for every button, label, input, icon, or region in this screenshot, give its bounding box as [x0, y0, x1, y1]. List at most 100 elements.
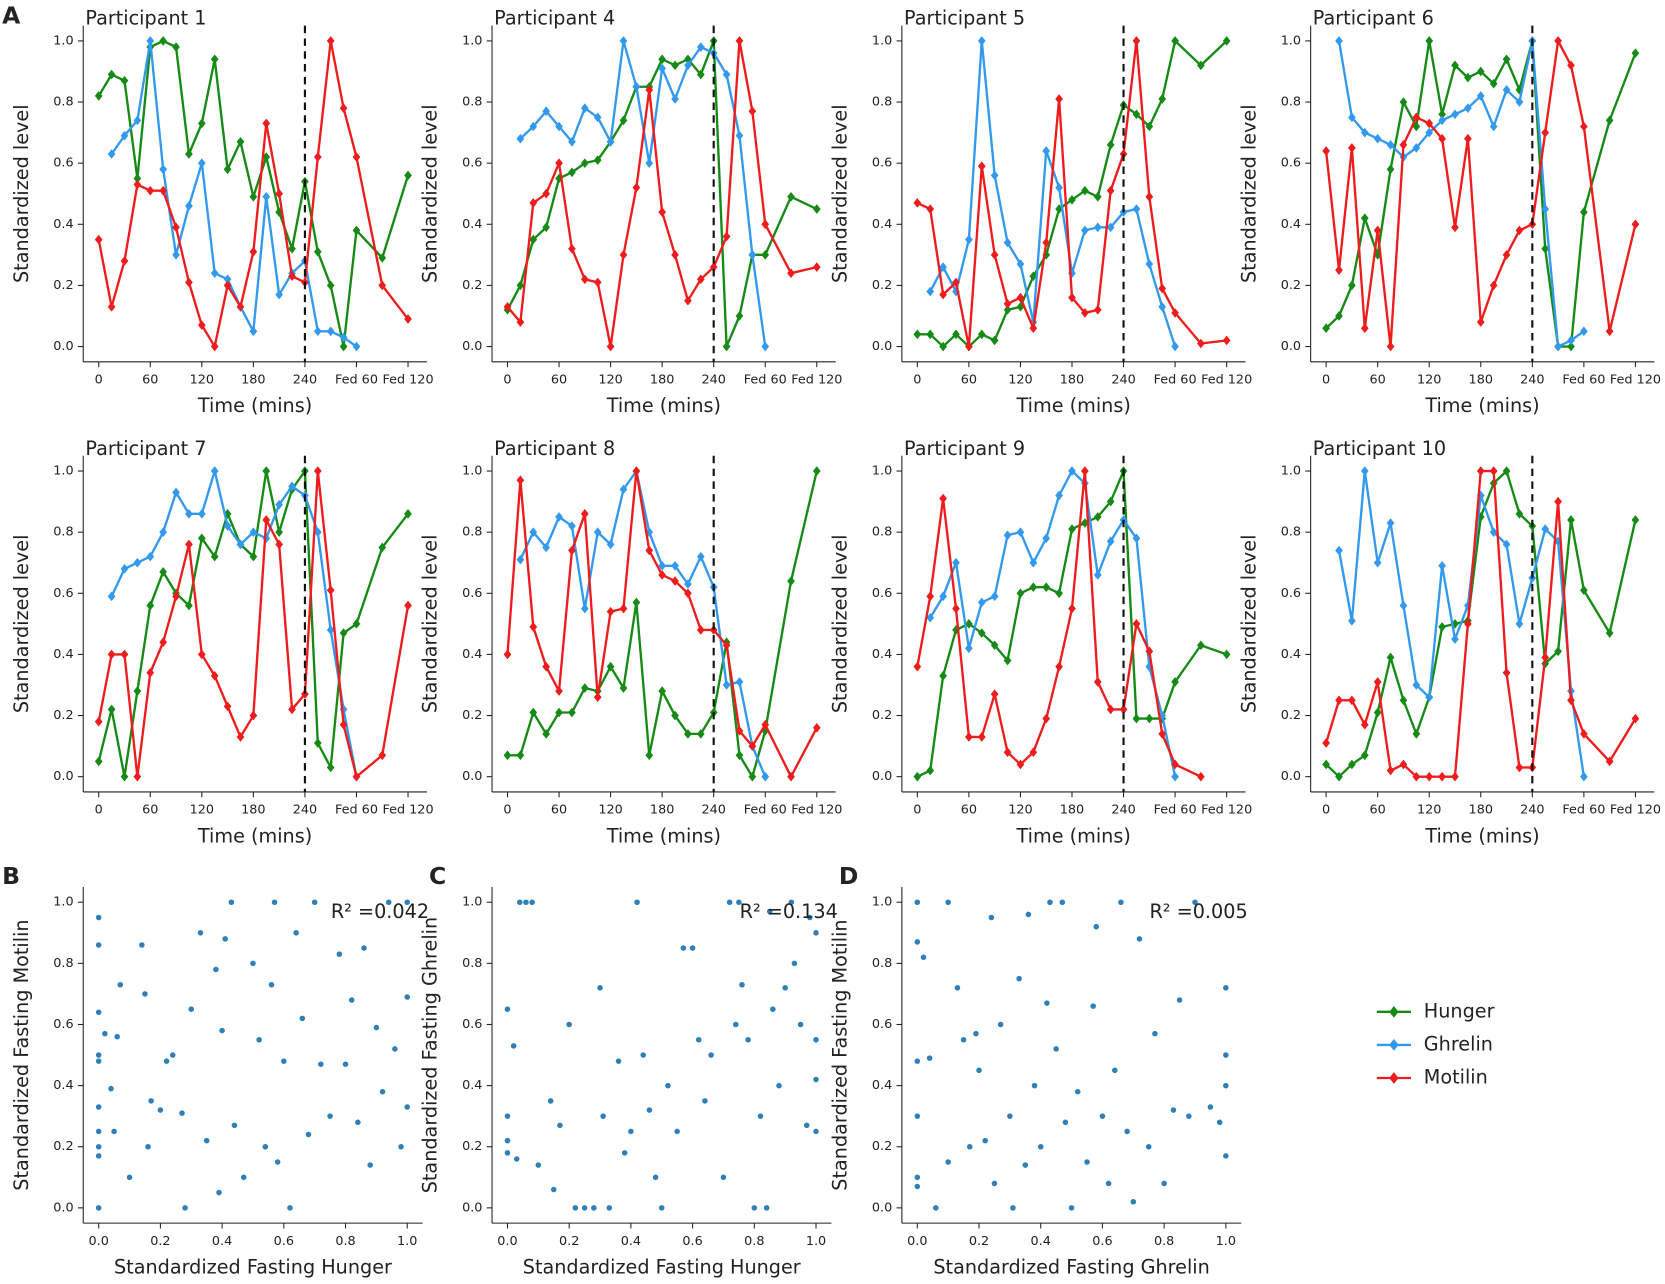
x-tick-label: 240 — [1111, 803, 1135, 818]
y-tick-label: 0.8 — [872, 525, 892, 540]
series-marker — [1042, 146, 1051, 156]
scatter-point — [581, 1205, 588, 1211]
legend-label: Motilin — [1424, 1065, 1488, 1088]
series-marker — [761, 771, 770, 782]
y-tick-label: 0.4 — [53, 1078, 73, 1093]
series-marker — [735, 36, 744, 46]
series-marker — [223, 521, 232, 531]
scatter-point — [274, 1159, 281, 1165]
y-tick-label: 0.0 — [872, 1200, 892, 1215]
scatter-point — [572, 1205, 579, 1211]
series-marker — [812, 262, 821, 272]
x-tick-label: Fed 60 — [744, 372, 787, 387]
series-marker — [977, 161, 986, 172]
scatter-point — [1192, 899, 1198, 906]
series-marker — [172, 250, 180, 260]
series-marker — [313, 326, 322, 337]
scatter-point — [1223, 1052, 1229, 1058]
series-marker — [223, 701, 232, 712]
series-marker — [990, 640, 999, 651]
y-tick-label: 0.8 — [1281, 95, 1301, 110]
series-marker — [1093, 305, 1102, 315]
y-tick-label: 0.2 — [1281, 708, 1301, 723]
series-marker — [696, 551, 705, 562]
series-marker — [1335, 695, 1343, 706]
series-marker — [1541, 652, 1550, 663]
scatter-point — [523, 899, 529, 906]
series-marker — [1106, 185, 1115, 196]
series-marker — [1081, 185, 1089, 196]
series-marker — [1335, 36, 1343, 46]
y-tick-label: 0.0 — [462, 339, 482, 354]
scatter-point — [1186, 1113, 1192, 1119]
series-marker — [1580, 326, 1588, 337]
series-marker — [1464, 72, 1472, 83]
series-marker — [1145, 713, 1154, 724]
x-tick-label: 0.0 — [497, 1234, 517, 1249]
series-marker — [1360, 323, 1369, 334]
series-marker — [1580, 585, 1588, 596]
scatter-point — [179, 1110, 185, 1116]
series-marker — [568, 521, 576, 531]
scatter-point — [1093, 923, 1100, 930]
series-marker — [748, 250, 757, 260]
panel-label: C — [429, 862, 446, 890]
series-marker — [671, 250, 679, 260]
series-marker — [952, 603, 960, 614]
series-marker — [913, 661, 922, 672]
scatter-point — [95, 1052, 102, 1058]
scatter-point — [1084, 1159, 1090, 1165]
series-marker — [542, 729, 550, 739]
series-marker — [326, 280, 335, 291]
scatter-point — [973, 1030, 979, 1037]
scatter-point — [1176, 997, 1183, 1003]
series-marker — [1489, 527, 1498, 537]
series-marker — [812, 466, 821, 476]
y-tick-label: 1.0 — [462, 33, 482, 48]
scatter-point — [914, 1183, 921, 1190]
series-marker — [939, 262, 947, 272]
series-marker — [1425, 127, 1434, 138]
series-marker — [185, 277, 193, 288]
scatter-point — [535, 1162, 542, 1168]
x-tick-label: 60 — [142, 803, 158, 818]
series-marker — [1106, 536, 1115, 547]
x-tick-label: Fed 60 — [335, 372, 378, 387]
scatter-point — [271, 899, 278, 906]
series-marker — [352, 225, 361, 236]
scatter-point — [404, 899, 411, 906]
series-marker — [1502, 667, 1511, 678]
scatter-point — [1170, 1107, 1177, 1113]
series-marker — [1360, 213, 1369, 223]
series-marker — [1171, 677, 1179, 687]
x-tick-label: 120 — [1417, 803, 1441, 818]
series-marker — [404, 600, 412, 611]
x-tick-label: 0.8 — [335, 1234, 355, 1249]
series-marker — [223, 274, 232, 285]
series-line — [97, 469, 409, 778]
series-marker — [1464, 600, 1472, 611]
series-marker — [326, 36, 335, 46]
scatter-point — [287, 1205, 293, 1211]
x-tick-label: 60 — [961, 803, 977, 818]
series-marker — [1515, 97, 1524, 107]
series-marker — [1197, 338, 1205, 349]
series-line — [916, 469, 1228, 778]
series-marker — [313, 152, 322, 162]
scatter-point — [634, 899, 640, 906]
series-marker — [1322, 738, 1330, 748]
y-tick-label: 0.0 — [872, 339, 892, 354]
scatter-point — [739, 981, 745, 988]
series-marker — [619, 36, 628, 46]
series-marker — [94, 716, 103, 727]
series-line — [916, 469, 1202, 778]
series-marker — [1425, 118, 1434, 129]
scatter-point — [250, 960, 256, 967]
chart-title: Participant 6 — [1313, 7, 1434, 30]
series-marker — [1425, 771, 1434, 782]
series-marker — [787, 191, 795, 202]
series-marker — [262, 466, 271, 476]
series-marker — [965, 643, 973, 654]
series-marker — [133, 179, 142, 190]
